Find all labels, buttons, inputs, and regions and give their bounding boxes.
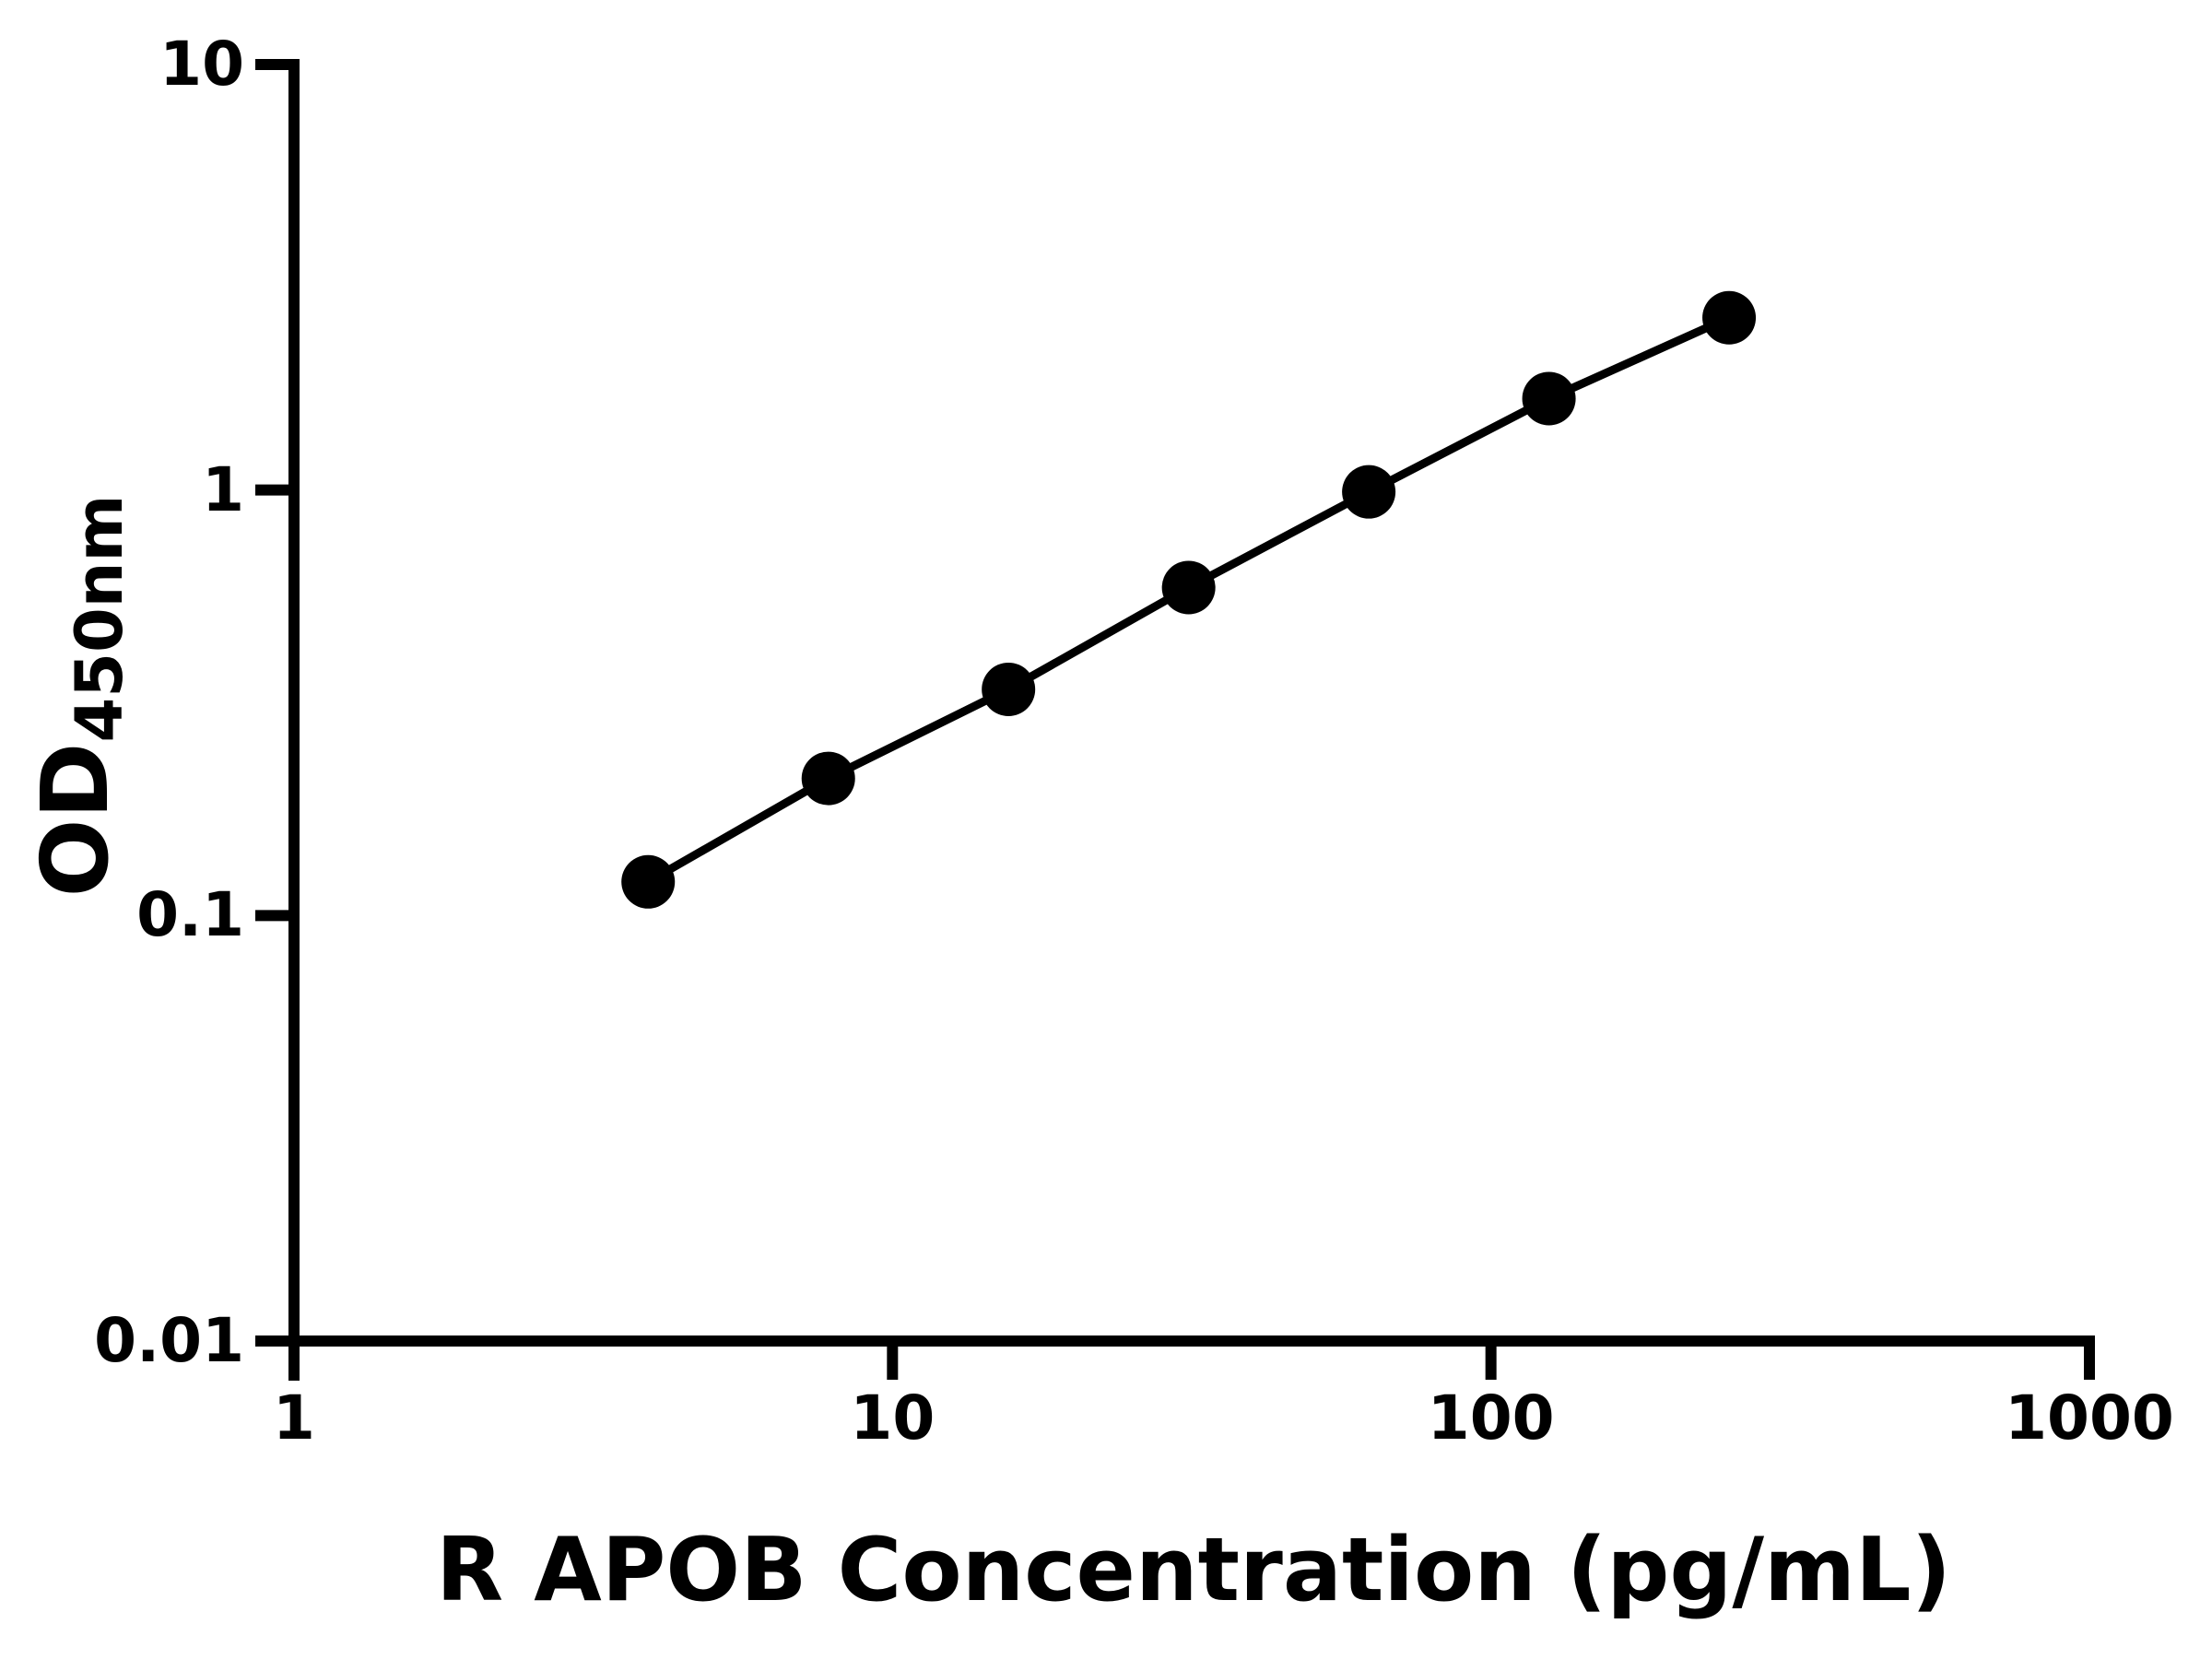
data-point xyxy=(1161,560,1216,615)
x-tick-label: 100 xyxy=(1427,1382,1555,1453)
y-axis-title-sub: 450nm xyxy=(62,494,137,743)
y-axis-title: OD450nm xyxy=(21,495,137,898)
x-tick-label: 1000 xyxy=(2005,1382,2174,1453)
x-axis-title: R APOB Concentration (pg/mL) xyxy=(436,1520,1951,1621)
y-tick-label: 1 xyxy=(202,453,244,525)
x-tick-label: 1 xyxy=(273,1382,315,1453)
data-point xyxy=(1342,465,1396,519)
data-point xyxy=(1702,290,1757,345)
data-point xyxy=(621,854,676,909)
y-axis-title-main: OD xyxy=(21,742,129,898)
data-point xyxy=(801,751,855,806)
data-point xyxy=(1522,371,1576,426)
x-tick-label: 10 xyxy=(850,1382,935,1453)
y-tick-label: 0.01 xyxy=(94,1305,244,1376)
y-tick-label: 10 xyxy=(159,28,244,100)
y-tick-label: 0.1 xyxy=(136,879,244,951)
data-point xyxy=(982,662,1036,716)
